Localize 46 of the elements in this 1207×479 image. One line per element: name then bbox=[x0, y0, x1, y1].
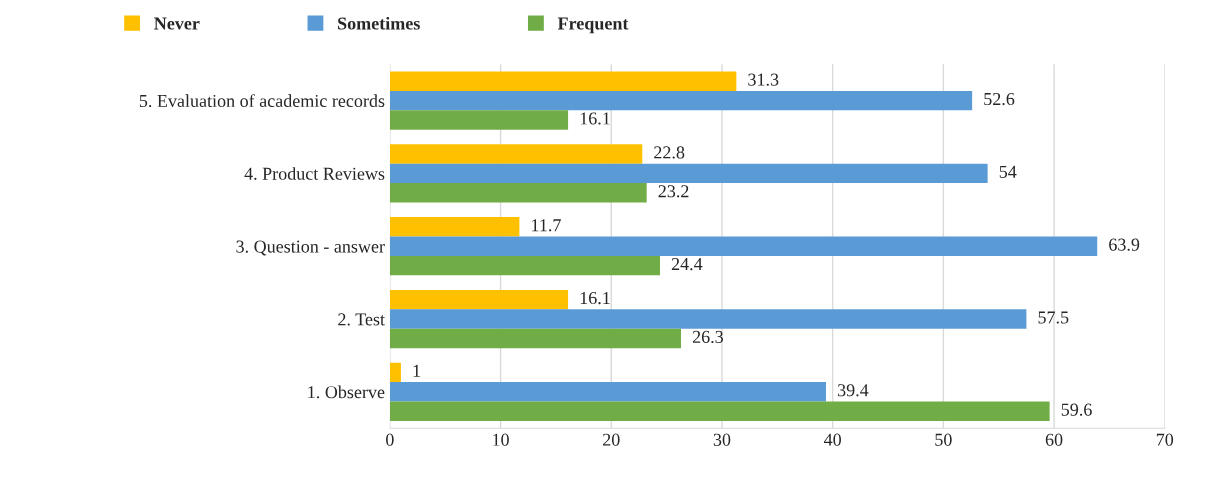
bar bbox=[389, 217, 520, 237]
x-tick-label: 50 bbox=[935, 433, 952, 446]
bar bbox=[389, 183, 647, 203]
x-tick-label: 30 bbox=[713, 433, 731, 446]
bar bbox=[389, 236, 1098, 256]
y-tick-label: 3. Question - answer bbox=[236, 240, 385, 256]
x-tick-label: 0 bbox=[386, 433, 394, 446]
x-tick-label: 70 bbox=[1156, 433, 1174, 446]
data-label: 39.4 bbox=[837, 384, 869, 397]
data-label: 23.2 bbox=[658, 185, 689, 198]
x-tick-label: 40 bbox=[823, 433, 841, 446]
data-label: 26.3 bbox=[692, 330, 723, 344]
data-label: 52.6 bbox=[984, 92, 1015, 106]
x-tick-label: 20 bbox=[603, 433, 620, 446]
data-label: 63.9 bbox=[1109, 238, 1140, 251]
data-label: 16.1 bbox=[580, 112, 610, 125]
data-label: 22.8 bbox=[654, 146, 685, 159]
y-tick-label: 4. Product Reviews bbox=[244, 167, 385, 180]
x-tick-label: 10 bbox=[493, 433, 509, 446]
legend-label: Frequent bbox=[557, 17, 629, 34]
bar bbox=[389, 163, 988, 184]
x-tick-label: 60 bbox=[1045, 433, 1063, 446]
y-tick-label: 1. Observe bbox=[308, 385, 385, 399]
data-label: 11.7 bbox=[532, 219, 561, 232]
bar bbox=[389, 110, 569, 130]
legend-label: Sometimes bbox=[338, 16, 420, 30]
data-label: 24.4 bbox=[671, 258, 703, 271]
data-label: 1 bbox=[413, 364, 420, 377]
bar bbox=[389, 328, 681, 349]
bar bbox=[389, 362, 401, 383]
bar bbox=[389, 71, 737, 91]
bar bbox=[389, 289, 569, 310]
bar bbox=[389, 144, 643, 164]
data-label: 54 bbox=[999, 165, 1017, 178]
legend-label: Never bbox=[154, 17, 200, 30]
bar bbox=[389, 255, 660, 276]
data-label: 57.5 bbox=[1038, 311, 1069, 324]
data-label: 16.1 bbox=[580, 291, 610, 305]
y-tick-label: 2. Test bbox=[338, 313, 385, 326]
data-label: 59.6 bbox=[1061, 403, 1092, 416]
y-tick-label: 5. Evaluation of academic records bbox=[139, 94, 385, 108]
bar bbox=[389, 401, 1050, 421]
bar bbox=[389, 90, 973, 111]
data-label: 31.3 bbox=[748, 73, 779, 86]
bar bbox=[389, 309, 1027, 329]
bar bbox=[389, 382, 827, 402]
